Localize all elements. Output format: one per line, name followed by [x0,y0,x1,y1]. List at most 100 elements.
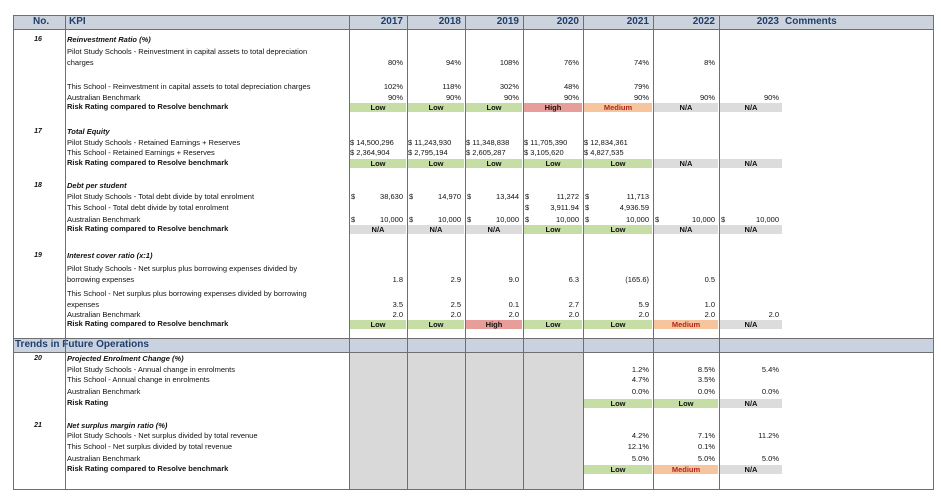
row-label: expenses [67,301,100,309]
row-label: Pilot Study Schools - Net surplus plus b… [67,265,298,273]
grid-column-line [407,15,408,490]
value-cell: 12.1% [627,443,649,451]
currency-symbol: $ [721,216,726,224]
risk-rating-low-badge: Low [654,399,718,408]
value-cell: 0.5 [704,276,715,284]
risk-rating-low-badge: Low [524,159,582,168]
value-cell: 5.4% [761,366,779,374]
value-cell: 3.5% [697,376,715,384]
currency-symbol: $ [525,216,530,224]
value-cell: 10,000 [380,216,403,224]
value-cell: $ 2,795,194 [408,149,448,157]
kpi-title: Interest cover ratio (x:1) [67,252,153,260]
value-cell: 90% [763,94,779,102]
greyed-historical-years [349,353,583,490]
value-cell: $ 4,827,535 [584,149,624,157]
value-cell: 10,000 [756,216,779,224]
row-label: Australian Benchmark [67,388,141,396]
grid-row-line [13,489,933,490]
row-label: charges [67,59,94,67]
value-cell: 1.0 [704,301,715,309]
currency-symbol: $ [585,204,590,212]
row-label: Pilot Study Schools - Retained Earnings … [67,139,241,147]
value-cell: 2.9 [450,276,461,284]
value-cell: (165.6) [625,276,649,284]
value-cell: 5.0% [631,455,649,463]
header-year-2019: 2019 [465,15,523,29]
value-cell: 8.5% [697,366,715,374]
value-cell: 118% [442,83,461,91]
value-cell: 5.0% [697,455,715,463]
row-label: Risk Rating [67,399,109,407]
risk-rating-na-badge: N/A [720,103,782,112]
value-cell: 90% [563,94,579,102]
value-cell: 90% [699,94,715,102]
value-cell: 3.5 [392,301,403,309]
grid-column-line [465,15,466,490]
risk-rating-low-badge: Low [466,159,522,168]
row-label: Pilot Study Schools - Reinvestment in ca… [67,48,308,56]
currency-symbol: $ [351,216,356,224]
row-label: Australian Benchmark [67,455,141,463]
risk-rating-na-badge: N/A [350,225,406,234]
header-year-2021: 2021 [583,15,653,29]
value-cell: 6.3 [568,276,579,284]
value-cell: 90% [387,94,403,102]
value-cell: $ 14,500,296 [350,139,394,147]
value-cell: 108% [499,59,519,67]
value-cell: 11,713 [626,193,649,201]
value-cell: 302% [499,83,519,91]
row-label: This School - Reinvestment in capital as… [67,83,311,91]
risk-rating-na-badge: N/A [720,159,782,168]
currency-symbol: $ [467,216,472,224]
kpi-title: Net surplus margin ratio (%) [67,422,168,430]
risk-rating-low-badge: Low [408,159,464,168]
value-cell: 102% [383,83,403,91]
value-cell: 48% [563,83,579,91]
header-year-2022: 2022 [653,15,719,29]
row-label: Risk Rating compared to Resolve benchmar… [67,465,229,473]
row-label: borrowing expenses [67,276,135,284]
currency-symbol: $ [525,204,530,212]
section-trends-future-operations: Trends in Future Operations [13,338,933,352]
kpi-spreadsheet: No. KPI 2017 2018 2019 2020 2021 2022 2023 Commen… [13,15,934,490]
value-cell: 13,344 [496,193,519,201]
risk-rating-na-badge: N/A [720,225,782,234]
risk-rating-low-badge: Low [524,225,582,234]
currency-symbol: $ [351,193,356,201]
value-cell: 10,000 [438,216,461,224]
value-cell: 10,000 [626,216,649,224]
value-cell: $ 12,834,361 [584,139,628,147]
currency-symbol: $ [525,193,530,201]
grid-column-line [719,15,720,490]
value-cell: 2.0 [704,311,715,319]
value-cell: 5.9 [638,301,649,309]
grid-column-line [583,15,584,490]
value-cell: 79% [633,83,649,91]
risk-rating-na-badge: N/A [720,465,782,474]
row-label: Risk Rating compared to Resolve benchmar… [67,103,229,111]
kpi-title: Projected Enrolment Change (%) [67,355,184,363]
value-cell: $ 11,705,390 [524,139,568,147]
header-year-2020: 2020 [523,15,583,29]
value-cell: 0.1% [697,443,715,451]
value-cell: 0.0% [697,388,715,396]
value-cell: 0.0% [631,388,649,396]
grid-row-line [13,352,933,353]
risk-rating-low-badge: Low [584,399,652,408]
risk-rating-low-badge: Low [466,103,522,112]
row-label: Pilot Study Schools - Net surplus divide… [67,432,258,440]
value-cell: 10,000 [496,216,519,224]
header-year-2017: 2017 [349,15,407,29]
kpi-number: 19 [34,252,42,259]
kpi-number: 18 [34,182,42,189]
risk-rating-medium-badge: Medium [654,320,718,329]
row-label: This School - Annual change in enrolment… [67,376,210,384]
row-label: Pilot Study Schools - Total debt divide … [67,193,255,201]
grid-column-line [13,15,14,490]
row-label: This School - Net surplus plus borrowing… [67,290,307,298]
header-year-2023: 2023 [719,15,783,29]
risk-rating-low-badge: Low [350,320,406,329]
value-cell: 2.0 [508,311,519,319]
row-label: Australian Benchmark [67,311,141,319]
